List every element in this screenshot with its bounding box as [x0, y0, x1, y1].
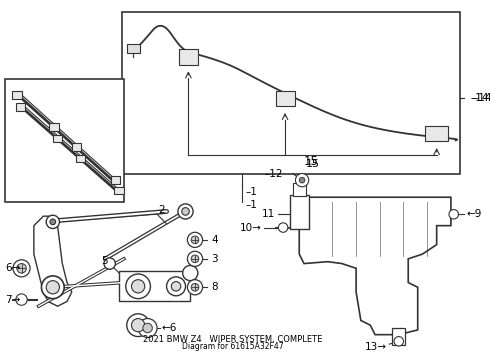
Text: 2: 2 — [158, 204, 165, 215]
Bar — [127, 44, 140, 53]
Circle shape — [16, 294, 27, 305]
Circle shape — [191, 236, 199, 244]
Text: 11: 11 — [262, 209, 275, 219]
Text: –14: –14 — [474, 93, 490, 103]
Text: –14: –14 — [471, 93, 490, 103]
Circle shape — [295, 174, 309, 187]
Text: ←9: ←9 — [467, 209, 482, 219]
Circle shape — [143, 323, 152, 333]
Circle shape — [46, 215, 59, 229]
Text: 10→: 10→ — [240, 222, 261, 233]
Circle shape — [178, 204, 193, 219]
Text: 15: 15 — [304, 155, 319, 168]
Circle shape — [131, 280, 145, 293]
Bar — [12, 91, 22, 99]
Text: –1: –1 — [245, 188, 257, 198]
Bar — [392, 328, 405, 345]
Circle shape — [182, 208, 189, 215]
Bar — [119, 271, 190, 301]
Text: 5: 5 — [101, 256, 108, 266]
Bar — [425, 126, 448, 141]
Circle shape — [104, 258, 115, 269]
Text: 8: 8 — [211, 282, 218, 292]
Circle shape — [172, 282, 181, 291]
Circle shape — [138, 319, 157, 337]
Circle shape — [187, 280, 202, 295]
Text: 7→: 7→ — [5, 294, 21, 305]
Circle shape — [131, 319, 145, 332]
Bar — [275, 91, 294, 106]
Text: –1: –1 — [245, 200, 257, 210]
Circle shape — [46, 281, 59, 294]
Circle shape — [13, 260, 30, 277]
Circle shape — [187, 232, 202, 247]
Text: ←6: ←6 — [162, 323, 177, 333]
Text: –12: –12 — [264, 168, 283, 179]
Circle shape — [187, 251, 202, 266]
Bar — [16, 103, 25, 111]
Circle shape — [17, 264, 26, 273]
Text: Diagram for 61615A32F47: Diagram for 61615A32F47 — [182, 342, 284, 351]
Text: 13→: 13→ — [365, 342, 387, 352]
Bar — [49, 123, 58, 131]
Circle shape — [191, 255, 199, 263]
Circle shape — [126, 274, 150, 299]
Text: 3: 3 — [211, 254, 218, 264]
Bar — [290, 195, 309, 229]
Bar — [75, 154, 85, 162]
Circle shape — [449, 210, 459, 219]
Bar — [179, 49, 198, 64]
Text: 2021 BMW Z4   WIPER SYSTEM, COMPLETE: 2021 BMW Z4 WIPER SYSTEM, COMPLETE — [143, 335, 322, 344]
Text: 4: 4 — [211, 235, 218, 245]
Bar — [72, 143, 81, 151]
Bar — [53, 135, 62, 142]
Circle shape — [191, 283, 199, 291]
Circle shape — [42, 276, 64, 299]
Bar — [5, 79, 124, 202]
Polygon shape — [34, 216, 72, 306]
Circle shape — [278, 223, 288, 232]
Bar — [111, 176, 120, 184]
Circle shape — [167, 277, 186, 296]
Circle shape — [50, 219, 56, 225]
Circle shape — [299, 177, 305, 183]
Circle shape — [127, 314, 149, 337]
Circle shape — [183, 265, 198, 281]
Text: 15: 15 — [305, 159, 319, 169]
Polygon shape — [299, 197, 451, 335]
Bar — [122, 12, 461, 174]
Circle shape — [394, 337, 403, 346]
Text: 6→: 6→ — [5, 263, 21, 273]
Bar — [115, 187, 124, 194]
Bar — [293, 183, 306, 196]
